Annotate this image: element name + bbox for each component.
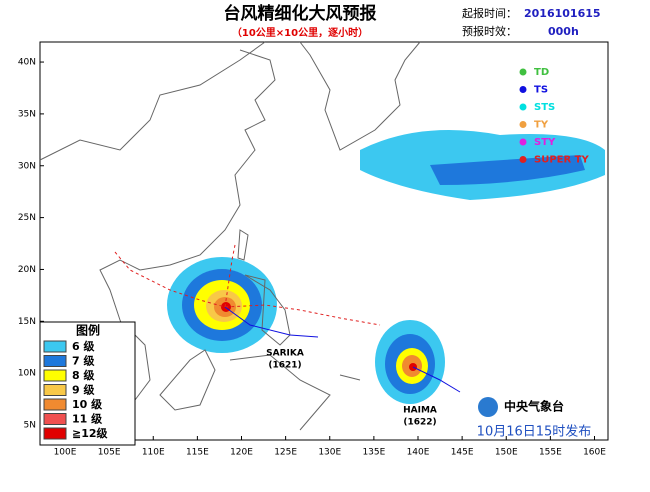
lon-tick-label: 135E — [362, 448, 385, 458]
info-value: 2016101615 — [524, 7, 601, 20]
legend-swatch — [43, 413, 67, 425]
lat-tick-label: 30N — [18, 161, 36, 171]
legend-swatch — [43, 398, 67, 411]
category-dot — [519, 103, 527, 111]
agency-logo — [478, 397, 498, 417]
legend-label: 10 级 — [72, 397, 103, 411]
lon-tick-label: 125E — [274, 448, 297, 458]
category-label: TS — [534, 85, 548, 96]
track — [224, 306, 461, 393]
lon-tick-label: 110E — [142, 448, 165, 458]
legend-swatch — [43, 369, 67, 382]
category-dot — [519, 138, 527, 146]
lon-tick-label: 150E — [495, 448, 518, 458]
legend-title: 图例 — [76, 323, 100, 338]
lat-tick-label: 15N — [18, 317, 36, 327]
lon-tick-label: 155E — [539, 448, 562, 458]
issued: 10月16日15时发布 — [477, 424, 592, 440]
subtitle: （10公里×10公里，逐小时） — [232, 26, 368, 39]
lon-tick-label: 145E — [451, 448, 474, 458]
lat-tick-label: 10N — [18, 369, 36, 379]
title: 台风精细化大风预报 — [224, 3, 377, 24]
legend-swatch — [43, 384, 67, 396]
storm-code: (1621) — [268, 361, 301, 371]
info-value: 000h — [548, 25, 579, 38]
lon-tick-label: 140E — [407, 448, 430, 458]
lat-tick-label: 5N — [24, 421, 36, 431]
legend-swatch — [43, 427, 67, 440]
lon-tick-label: 130E — [318, 448, 341, 458]
legend-label: 9 级 — [72, 383, 95, 397]
legend-label: 7 级 — [72, 354, 95, 368]
agency: 中央气象台 — [504, 399, 564, 414]
lon-tick-label: 120E — [230, 448, 253, 458]
lat-tick-label: 20N — [18, 265, 36, 275]
storm-name: SARIKA — [266, 349, 304, 359]
category-label: TD — [534, 67, 549, 78]
lat-tick-label: 25N — [18, 213, 36, 223]
category-dot — [519, 156, 527, 163]
legend-label: 6 级 — [72, 339, 95, 353]
lon-tick-label: 160E — [583, 448, 606, 458]
wind-field — [430, 155, 585, 185]
info-label: 预报时效： — [462, 24, 517, 38]
legend-swatch — [43, 340, 67, 353]
category-label: SUPER TY — [534, 155, 589, 166]
category-label: STS — [534, 102, 555, 113]
lat-tick-label: 40N — [18, 58, 36, 68]
legend-label: 8 级 — [72, 368, 95, 382]
legend-label: 11 级 — [72, 412, 103, 426]
category-label: TY — [534, 120, 549, 131]
lat-tick-label: 35N — [18, 109, 36, 119]
info-label: 起报时间： — [462, 6, 517, 20]
legend-swatch — [43, 355, 67, 367]
storm-name: HAIMA — [403, 406, 437, 416]
category-dot — [519, 121, 527, 128]
category-label: STY — [534, 137, 556, 148]
lon-tick-label: 100E — [54, 448, 77, 458]
lon-tick-label: 115E — [186, 448, 209, 458]
category-dot — [519, 68, 527, 76]
track — [114, 251, 381, 326]
legend-label: ≧12级 — [72, 426, 109, 440]
lon-tick-label: 105E — [98, 448, 121, 458]
coastline — [39, 41, 421, 431]
storm-code: (1622) — [403, 418, 436, 428]
category-dot — [519, 86, 527, 93]
